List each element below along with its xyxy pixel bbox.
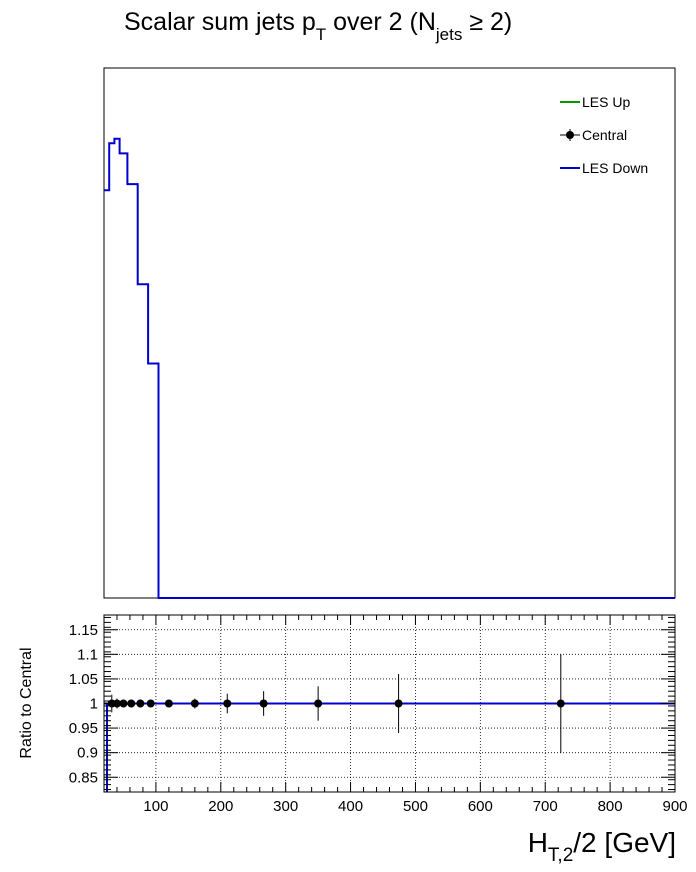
main-pad: LES Up Central LES Down <box>103 67 676 599</box>
central-point-6 <box>164 699 173 708</box>
legend-label-1: Central <box>582 127 627 143</box>
legend-label-2: LES Down <box>582 160 648 176</box>
x-tick-label-4: 500 <box>403 798 428 815</box>
x-tick-label-5: 600 <box>468 798 493 815</box>
y-tick-label-3: 1 <box>90 696 98 713</box>
legend-entry-0: LES Up <box>560 94 630 110</box>
x-tick-label-7: 800 <box>598 798 623 815</box>
x-tick-label-8: 900 <box>662 798 687 815</box>
x-tick-label-1: 200 <box>208 798 233 815</box>
central-point-8 <box>223 699 232 708</box>
legend-label-0: LES Up <box>582 94 630 110</box>
central-point-11 <box>394 699 403 708</box>
y-axis-title: Ratio to Central <box>18 647 35 758</box>
legend-marker-1 <box>566 131 574 139</box>
legend-entry-1: Central <box>560 127 627 143</box>
main-frame <box>103 67 676 599</box>
central-point-5 <box>146 699 155 708</box>
central-point-4 <box>136 699 145 708</box>
chart-title: Scalar sum jets pT over 2 (Njets ≥ 2) <box>124 8 512 44</box>
central-point-10 <box>314 699 323 708</box>
x-tick-label-2: 300 <box>273 798 298 815</box>
x-tick-label-3: 400 <box>338 798 363 815</box>
legend: LES Up Central LES Down <box>560 94 648 176</box>
legend-entry-2: LES Down <box>560 160 648 176</box>
central-point-7 <box>190 699 199 708</box>
central-point-3 <box>127 699 136 708</box>
y-tick-label-5: 1.1 <box>77 646 98 663</box>
x-tick-label-0: 100 <box>143 798 168 815</box>
central-point-2 <box>119 699 128 708</box>
y-tick-label-4: 1.05 <box>69 671 98 688</box>
x-tick-label-6: 700 <box>533 798 558 815</box>
central-point-9 <box>259 699 268 708</box>
y-tick-label-1: 0.9 <box>77 745 98 762</box>
x-axis-title: HT,2/2 [GeV] <box>528 827 676 866</box>
series-0-histogram <box>104 137 675 599</box>
y-tick-label-6: 1.15 <box>69 622 98 639</box>
central-point-12 <box>556 699 565 708</box>
ratio-pad: 100 200 300 400 500 600 700 800 900 0.85 0.9 0.95 1 1… <box>18 614 688 866</box>
y-tick-label-0: 0.85 <box>69 769 98 786</box>
y-tick-label-2: 0.95 <box>69 720 98 737</box>
